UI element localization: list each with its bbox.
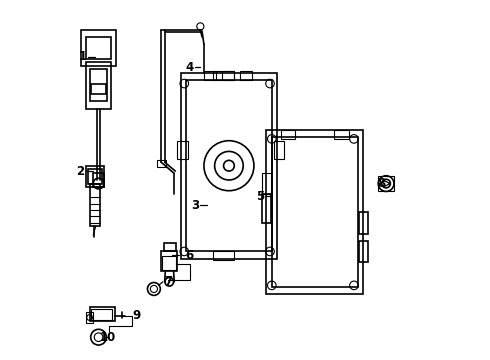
Bar: [86, 312, 93, 323]
Bar: [378, 176, 394, 191]
Bar: [281, 130, 295, 139]
Bar: [273, 141, 284, 158]
Text: 8: 8: [377, 177, 386, 190]
Text: 6: 6: [186, 248, 194, 261]
Bar: [186, 80, 272, 251]
Bar: [359, 241, 368, 262]
Bar: [161, 251, 177, 271]
Bar: [93, 173, 104, 187]
Bar: [81, 30, 117, 66]
Text: 7: 7: [164, 275, 172, 288]
Text: 10: 10: [99, 331, 116, 344]
Text: 9: 9: [132, 309, 140, 322]
Bar: [262, 194, 271, 223]
Circle shape: [223, 160, 234, 171]
Bar: [359, 212, 368, 234]
Bar: [86, 166, 104, 187]
Bar: [334, 130, 348, 139]
Bar: [240, 71, 252, 80]
Bar: [90, 184, 100, 226]
Bar: [86, 37, 111, 59]
Bar: [222, 71, 234, 80]
Bar: [90, 307, 115, 321]
Bar: [91, 309, 112, 320]
Bar: [213, 71, 234, 80]
Text: 2: 2: [76, 165, 84, 177]
Bar: [90, 69, 107, 102]
Bar: [86, 62, 111, 109]
Bar: [88, 169, 102, 184]
Text: 3: 3: [191, 198, 199, 212]
Bar: [262, 173, 271, 194]
Bar: [204, 71, 217, 80]
Bar: [177, 141, 188, 158]
Bar: [213, 251, 234, 260]
Bar: [164, 243, 176, 251]
Bar: [267, 130, 363, 294]
Text: 1: 1: [78, 50, 87, 63]
Bar: [157, 160, 167, 167]
Bar: [92, 84, 106, 94]
Bar: [181, 73, 277, 258]
Bar: [162, 256, 176, 270]
Text: 4: 4: [186, 61, 194, 74]
Bar: [272, 137, 358, 287]
Text: 5: 5: [256, 190, 265, 203]
